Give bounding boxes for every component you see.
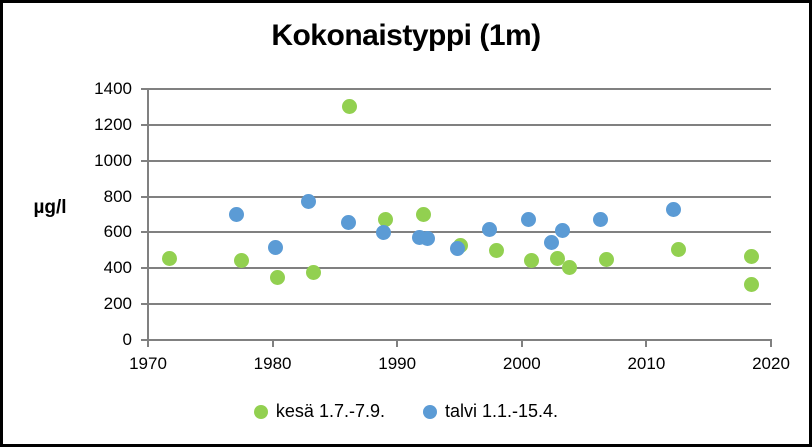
y-axis-tick — [141, 123, 148, 126]
talvi-legend-marker-icon — [423, 404, 437, 419]
talvi-data-point — [666, 201, 682, 217]
x-axis-tick — [271, 340, 274, 347]
x-tick-label: 1970 — [129, 354, 167, 373]
kesa-legend-label: kesä 1.7.-7.9. — [275, 401, 385, 421]
kesa-data-point — [306, 265, 322, 281]
kesa-data-point — [161, 250, 177, 266]
legend-item-kesa: kesä 1.7.-7.9. — [253, 401, 385, 422]
kesa-data-point — [524, 252, 540, 268]
y-tick-label: 600 — [103, 222, 132, 242]
x-tick-label: 1990 — [378, 354, 417, 373]
kesa-data-point — [378, 212, 394, 228]
talvi-data-point — [419, 231, 435, 247]
gridline — [148, 159, 771, 162]
y-tick-label: 1200 — [94, 114, 132, 134]
x-axis-tick — [645, 340, 648, 347]
talvi-data-point — [375, 224, 391, 240]
talvi-data-point — [267, 240, 283, 256]
x-axis-tick — [147, 340, 149, 347]
y-tick-label: 0 — [122, 330, 132, 349]
y-tick-label: 1400 — [94, 79, 132, 98]
kesa-data-point — [415, 207, 431, 222]
x-axis-tick — [520, 340, 523, 347]
chart-title: Kokonaistyppi (1m) — [271, 19, 541, 52]
x-tick-label: 1980 — [253, 354, 292, 373]
gridline — [148, 267, 771, 270]
gridline — [148, 88, 771, 90]
y-axis-tick — [141, 195, 148, 198]
y-axis-tick — [141, 88, 148, 90]
x-tick-label: 2020 — [752, 354, 790, 373]
talvi-data-point — [481, 222, 497, 238]
kesa-data-point — [599, 251, 615, 267]
y-axis-tick — [141, 231, 148, 234]
talvi-data-point — [228, 207, 244, 222]
y-axis-tick — [141, 159, 148, 162]
talvi-legend-label: talvi 1.1.-15.4. — [445, 401, 559, 421]
y-axis-tick — [141, 267, 148, 270]
talvi-data-point — [301, 194, 317, 210]
y-axis-title: µg/l — [33, 197, 67, 218]
kesa-data-point — [342, 99, 358, 115]
y-axis-tick — [141, 303, 148, 306]
x-axis-line — [148, 339, 772, 341]
kesa-data-point — [233, 252, 249, 268]
talvi-data-point — [555, 223, 571, 239]
y-axis-line — [147, 89, 149, 341]
x-axis-tick — [396, 340, 399, 347]
x-axis-tick — [770, 340, 772, 347]
talvi-data-point — [544, 234, 560, 250]
legend: kesä 1.7.-7.9. talvi 1.1.-15.4. — [3, 401, 809, 422]
gridline — [148, 231, 771, 234]
talvi-data-point — [449, 241, 465, 257]
talvi-data-point — [520, 212, 536, 228]
y-tick-label: 200 — [103, 294, 132, 314]
kesa-data-point — [561, 259, 577, 275]
x-tick-label: 2000 — [502, 354, 541, 373]
y-tick-label: 800 — [103, 186, 132, 206]
gridline — [148, 303, 771, 306]
gridline — [148, 123, 771, 126]
y-axis-tick — [141, 339, 148, 341]
y-tick-label: 400 — [103, 258, 132, 278]
kesa-data-point — [550, 250, 566, 266]
kesa-data-point — [270, 269, 286, 285]
kesa-data-point — [743, 276, 759, 292]
kesa-legend-marker-icon — [253, 404, 268, 419]
plot-area: 0 200 400 600 800 1000 1200 1400 1970 1980 1990 200… — [3, 3, 809, 444]
legend-item-talvi: talvi 1.1.-15.4. — [423, 401, 558, 422]
kesa-data-point — [671, 241, 687, 257]
kesa-data-point — [489, 242, 505, 258]
talvi-data-point — [592, 212, 608, 228]
x-tick-label: 2010 — [627, 354, 666, 373]
y-tick-label: 1000 — [94, 150, 132, 170]
kesa-data-point — [743, 249, 759, 265]
talvi-data-point — [341, 215, 357, 231]
gridline — [148, 195, 771, 198]
